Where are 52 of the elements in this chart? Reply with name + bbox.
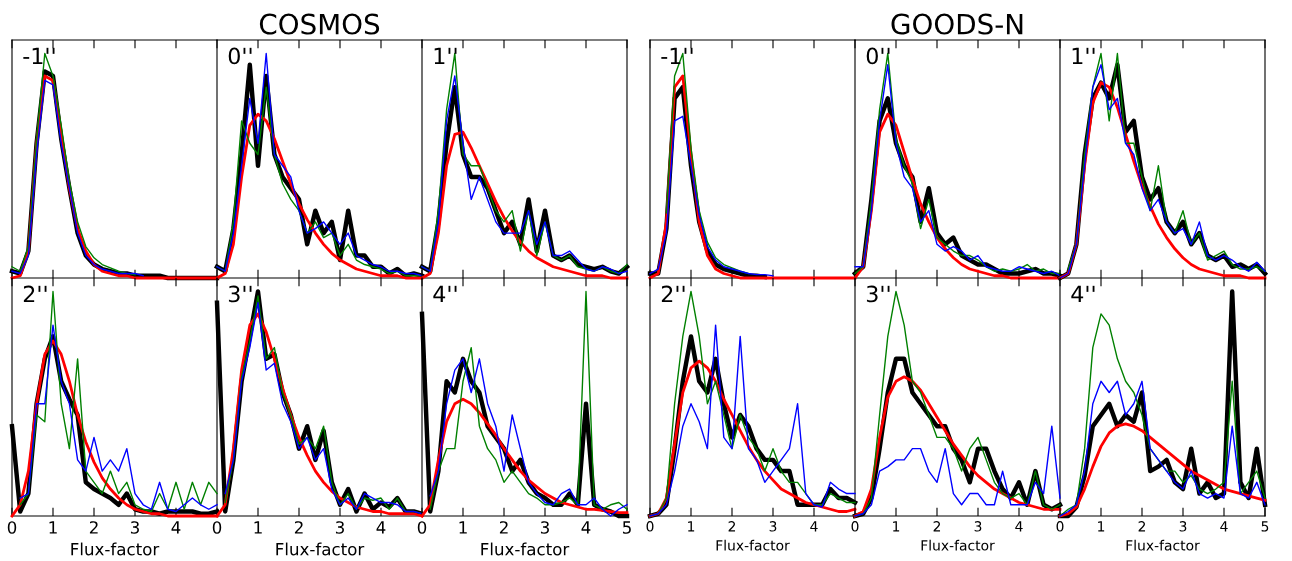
annotation: 0'' xyxy=(866,47,890,65)
x-tick-label: 0 xyxy=(7,521,17,534)
x-tick-label: 1 xyxy=(1098,521,1105,532)
annotation: 2'' xyxy=(661,285,685,303)
annotation: 4'' xyxy=(1071,285,1095,303)
x-tick-label: 1 xyxy=(893,521,900,532)
x-tick-label: 1 xyxy=(49,521,57,534)
x-tick-label: 2 xyxy=(89,521,98,534)
annotation: -1'' xyxy=(23,47,55,65)
x-axis-title: Flux-factor xyxy=(1126,539,1200,551)
annotation: 0'' xyxy=(228,47,252,65)
x-tick-label: 3 xyxy=(335,521,344,534)
x-tick-label: 0 xyxy=(646,521,654,532)
x-tick-label: 3 xyxy=(130,521,139,534)
x-tick-label: 3 xyxy=(769,521,777,532)
x-tick-label: 3 xyxy=(974,521,982,532)
annotation: 1'' xyxy=(434,47,457,65)
x-tick-label: 2 xyxy=(728,521,736,532)
x-tick-label: 4 xyxy=(1220,521,1228,532)
chart-title: GOODS-N xyxy=(891,13,1023,35)
annotation: 3'' xyxy=(228,285,252,303)
x-tick-label: 5 xyxy=(622,521,631,534)
x-tick-label: 0 xyxy=(851,521,859,532)
x-tick-label: 2 xyxy=(294,521,303,534)
x-tick-label: 4 xyxy=(171,521,181,534)
x-tick-label: 5 xyxy=(1261,521,1269,532)
x-tick-label: 2 xyxy=(1138,521,1146,532)
x-tick-label: 1 xyxy=(688,521,695,532)
x-axis-title: Flux-factor xyxy=(481,542,570,556)
x-axis-title: Flux-factor xyxy=(276,542,365,556)
annotation: 1'' xyxy=(1072,47,1095,65)
x-tick-label: 0 xyxy=(417,521,427,534)
chart-title: COSMOS xyxy=(259,13,380,35)
x-axis-title: Flux-factor xyxy=(716,539,790,551)
x-tick-label: 4 xyxy=(810,521,818,532)
x-axis-title: Flux-factor xyxy=(921,539,995,551)
annotation: 2'' xyxy=(23,285,47,303)
x-tick-label: 4 xyxy=(581,521,591,534)
x-tick-label: 1 xyxy=(254,521,262,534)
annotation: 3'' xyxy=(866,285,890,303)
x-tick-label: 4 xyxy=(1015,521,1023,532)
x-tick-label: 2 xyxy=(499,521,508,534)
annotation: -1'' xyxy=(661,47,693,65)
x-tick-label: 0 xyxy=(1056,521,1064,532)
x-tick-label: 3 xyxy=(540,521,549,534)
x-axis-title: Flux-factor xyxy=(71,542,160,556)
x-tick-label: 3 xyxy=(1179,521,1187,532)
x-tick-label: 4 xyxy=(376,521,386,534)
x-tick-label: 2 xyxy=(933,521,941,532)
annotation: 4'' xyxy=(433,285,457,303)
x-tick-label: 1 xyxy=(459,521,467,534)
x-tick-label: 0 xyxy=(212,521,222,534)
